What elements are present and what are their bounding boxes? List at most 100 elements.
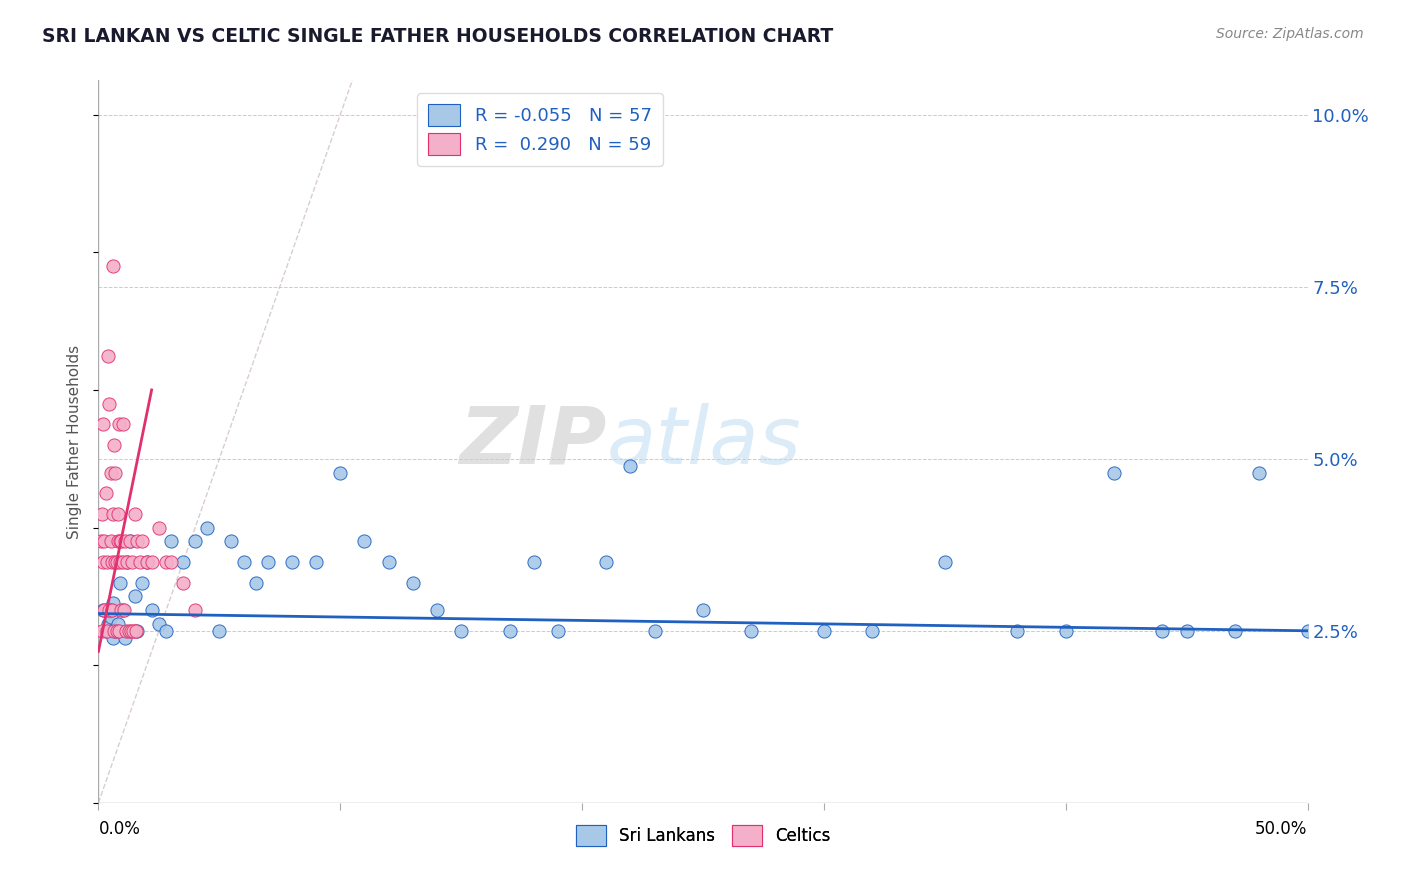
Point <box>127 534 149 549</box>
Point <box>127 624 149 638</box>
Point <box>118 534 141 549</box>
Point <box>124 624 146 638</box>
Point <box>221 534 243 549</box>
Point <box>692 603 714 617</box>
Point <box>124 507 146 521</box>
Point <box>114 534 136 549</box>
Point <box>281 555 304 569</box>
Point <box>98 603 121 617</box>
Point <box>93 534 115 549</box>
Point <box>155 624 177 638</box>
Point <box>595 555 617 569</box>
Point <box>1175 624 1198 638</box>
Point <box>103 438 125 452</box>
Point <box>141 555 163 569</box>
Point <box>108 555 131 569</box>
Point <box>107 507 129 521</box>
Point <box>91 624 114 638</box>
Point <box>104 624 127 638</box>
Point <box>1249 466 1271 480</box>
Point <box>160 555 183 569</box>
Point <box>547 624 569 638</box>
Point <box>256 555 278 569</box>
Point <box>114 631 136 645</box>
Point <box>131 575 153 590</box>
Point <box>94 624 117 638</box>
Point <box>94 486 117 500</box>
Point <box>450 624 472 638</box>
Point <box>148 616 170 631</box>
Point <box>100 603 122 617</box>
Point <box>305 555 328 569</box>
Point <box>860 624 883 638</box>
Text: ZIP: ZIP <box>458 402 606 481</box>
Point <box>131 534 153 549</box>
Point <box>498 624 520 638</box>
Point <box>195 520 218 534</box>
Text: Source: ZipAtlas.com: Source: ZipAtlas.com <box>1216 27 1364 41</box>
Point <box>101 507 124 521</box>
Point <box>117 555 139 569</box>
Point <box>353 534 375 549</box>
Point <box>108 624 131 638</box>
Point <box>97 349 120 363</box>
Point <box>135 555 157 569</box>
Point <box>111 417 134 432</box>
Legend: Sri Lankans, Celtics: Sri Lankans, Celtics <box>569 819 837 852</box>
Point <box>101 259 124 273</box>
Point <box>120 624 142 638</box>
Point <box>148 520 170 534</box>
Point <box>90 534 112 549</box>
Point <box>112 603 135 617</box>
Point <box>426 603 449 617</box>
Point <box>155 555 177 569</box>
Point <box>105 624 128 638</box>
Point <box>135 555 157 569</box>
Point <box>121 555 143 569</box>
Point <box>1152 624 1174 638</box>
Point <box>245 575 267 590</box>
Point <box>172 555 194 569</box>
Point <box>91 417 114 432</box>
Text: 0.0%: 0.0% <box>98 820 141 838</box>
Point <box>117 555 139 569</box>
Point <box>111 603 134 617</box>
Point <box>619 458 641 473</box>
Point <box>141 603 163 617</box>
Point <box>122 624 145 638</box>
Point <box>101 631 124 645</box>
Point <box>813 624 835 638</box>
Point <box>1296 624 1319 638</box>
Point <box>115 624 138 638</box>
Point <box>232 555 254 569</box>
Point <box>184 534 207 549</box>
Point <box>97 616 120 631</box>
Point <box>523 555 546 569</box>
Point <box>108 575 131 590</box>
Point <box>644 624 666 638</box>
Point <box>377 555 399 569</box>
Point <box>118 624 141 638</box>
Point <box>104 555 127 569</box>
Y-axis label: Single Father Households: Single Father Households <box>67 344 83 539</box>
Point <box>94 603 117 617</box>
Point <box>100 624 122 638</box>
Point <box>108 417 131 432</box>
Point <box>101 596 124 610</box>
Point <box>110 534 132 549</box>
Point <box>100 603 122 617</box>
Point <box>93 603 115 617</box>
Point <box>125 624 148 638</box>
Point <box>91 603 114 617</box>
Text: atlas: atlas <box>606 402 801 481</box>
Point <box>110 603 132 617</box>
Point <box>329 466 352 480</box>
Point <box>118 534 141 549</box>
Text: SRI LANKAN VS CELTIC SINGLE FATHER HOUSEHOLDS CORRELATION CHART: SRI LANKAN VS CELTIC SINGLE FATHER HOUSE… <box>42 27 834 45</box>
Point <box>103 624 125 638</box>
Point <box>184 603 207 617</box>
Point <box>160 534 183 549</box>
Point <box>108 534 131 549</box>
Point <box>934 555 956 569</box>
Point <box>208 624 231 638</box>
